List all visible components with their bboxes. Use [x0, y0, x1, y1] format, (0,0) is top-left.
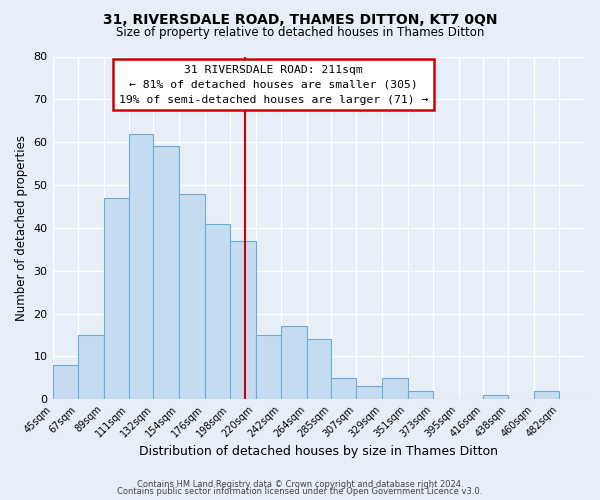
Bar [104, 198, 129, 399]
Bar [230, 240, 256, 399]
Y-axis label: Number of detached properties: Number of detached properties [15, 135, 28, 321]
Bar [356, 386, 382, 399]
Text: Size of property relative to detached houses in Thames Ditton: Size of property relative to detached ho… [116, 26, 484, 39]
Text: Contains public sector information licensed under the Open Government Licence v3: Contains public sector information licen… [118, 487, 482, 496]
Text: Contains HM Land Registry data © Crown copyright and database right 2024.: Contains HM Land Registry data © Crown c… [137, 480, 463, 489]
Bar [407, 390, 433, 399]
Bar [53, 365, 78, 399]
Bar [129, 134, 154, 399]
Bar [483, 395, 508, 399]
Bar [179, 194, 205, 399]
Bar [307, 339, 331, 399]
Text: 31 RIVERSDALE ROAD: 211sqm
← 81% of detached houses are smaller (305)
19% of sem: 31 RIVERSDALE ROAD: 211sqm ← 81% of deta… [119, 65, 428, 104]
Bar [154, 146, 179, 399]
Bar [382, 378, 407, 399]
Bar [534, 390, 559, 399]
Text: 31, RIVERSDALE ROAD, THAMES DITTON, KT7 0QN: 31, RIVERSDALE ROAD, THAMES DITTON, KT7 … [103, 12, 497, 26]
Bar [281, 326, 307, 399]
Bar [78, 335, 104, 399]
X-axis label: Distribution of detached houses by size in Thames Ditton: Distribution of detached houses by size … [139, 444, 498, 458]
Bar [256, 335, 281, 399]
Bar [331, 378, 356, 399]
Bar [205, 224, 230, 399]
